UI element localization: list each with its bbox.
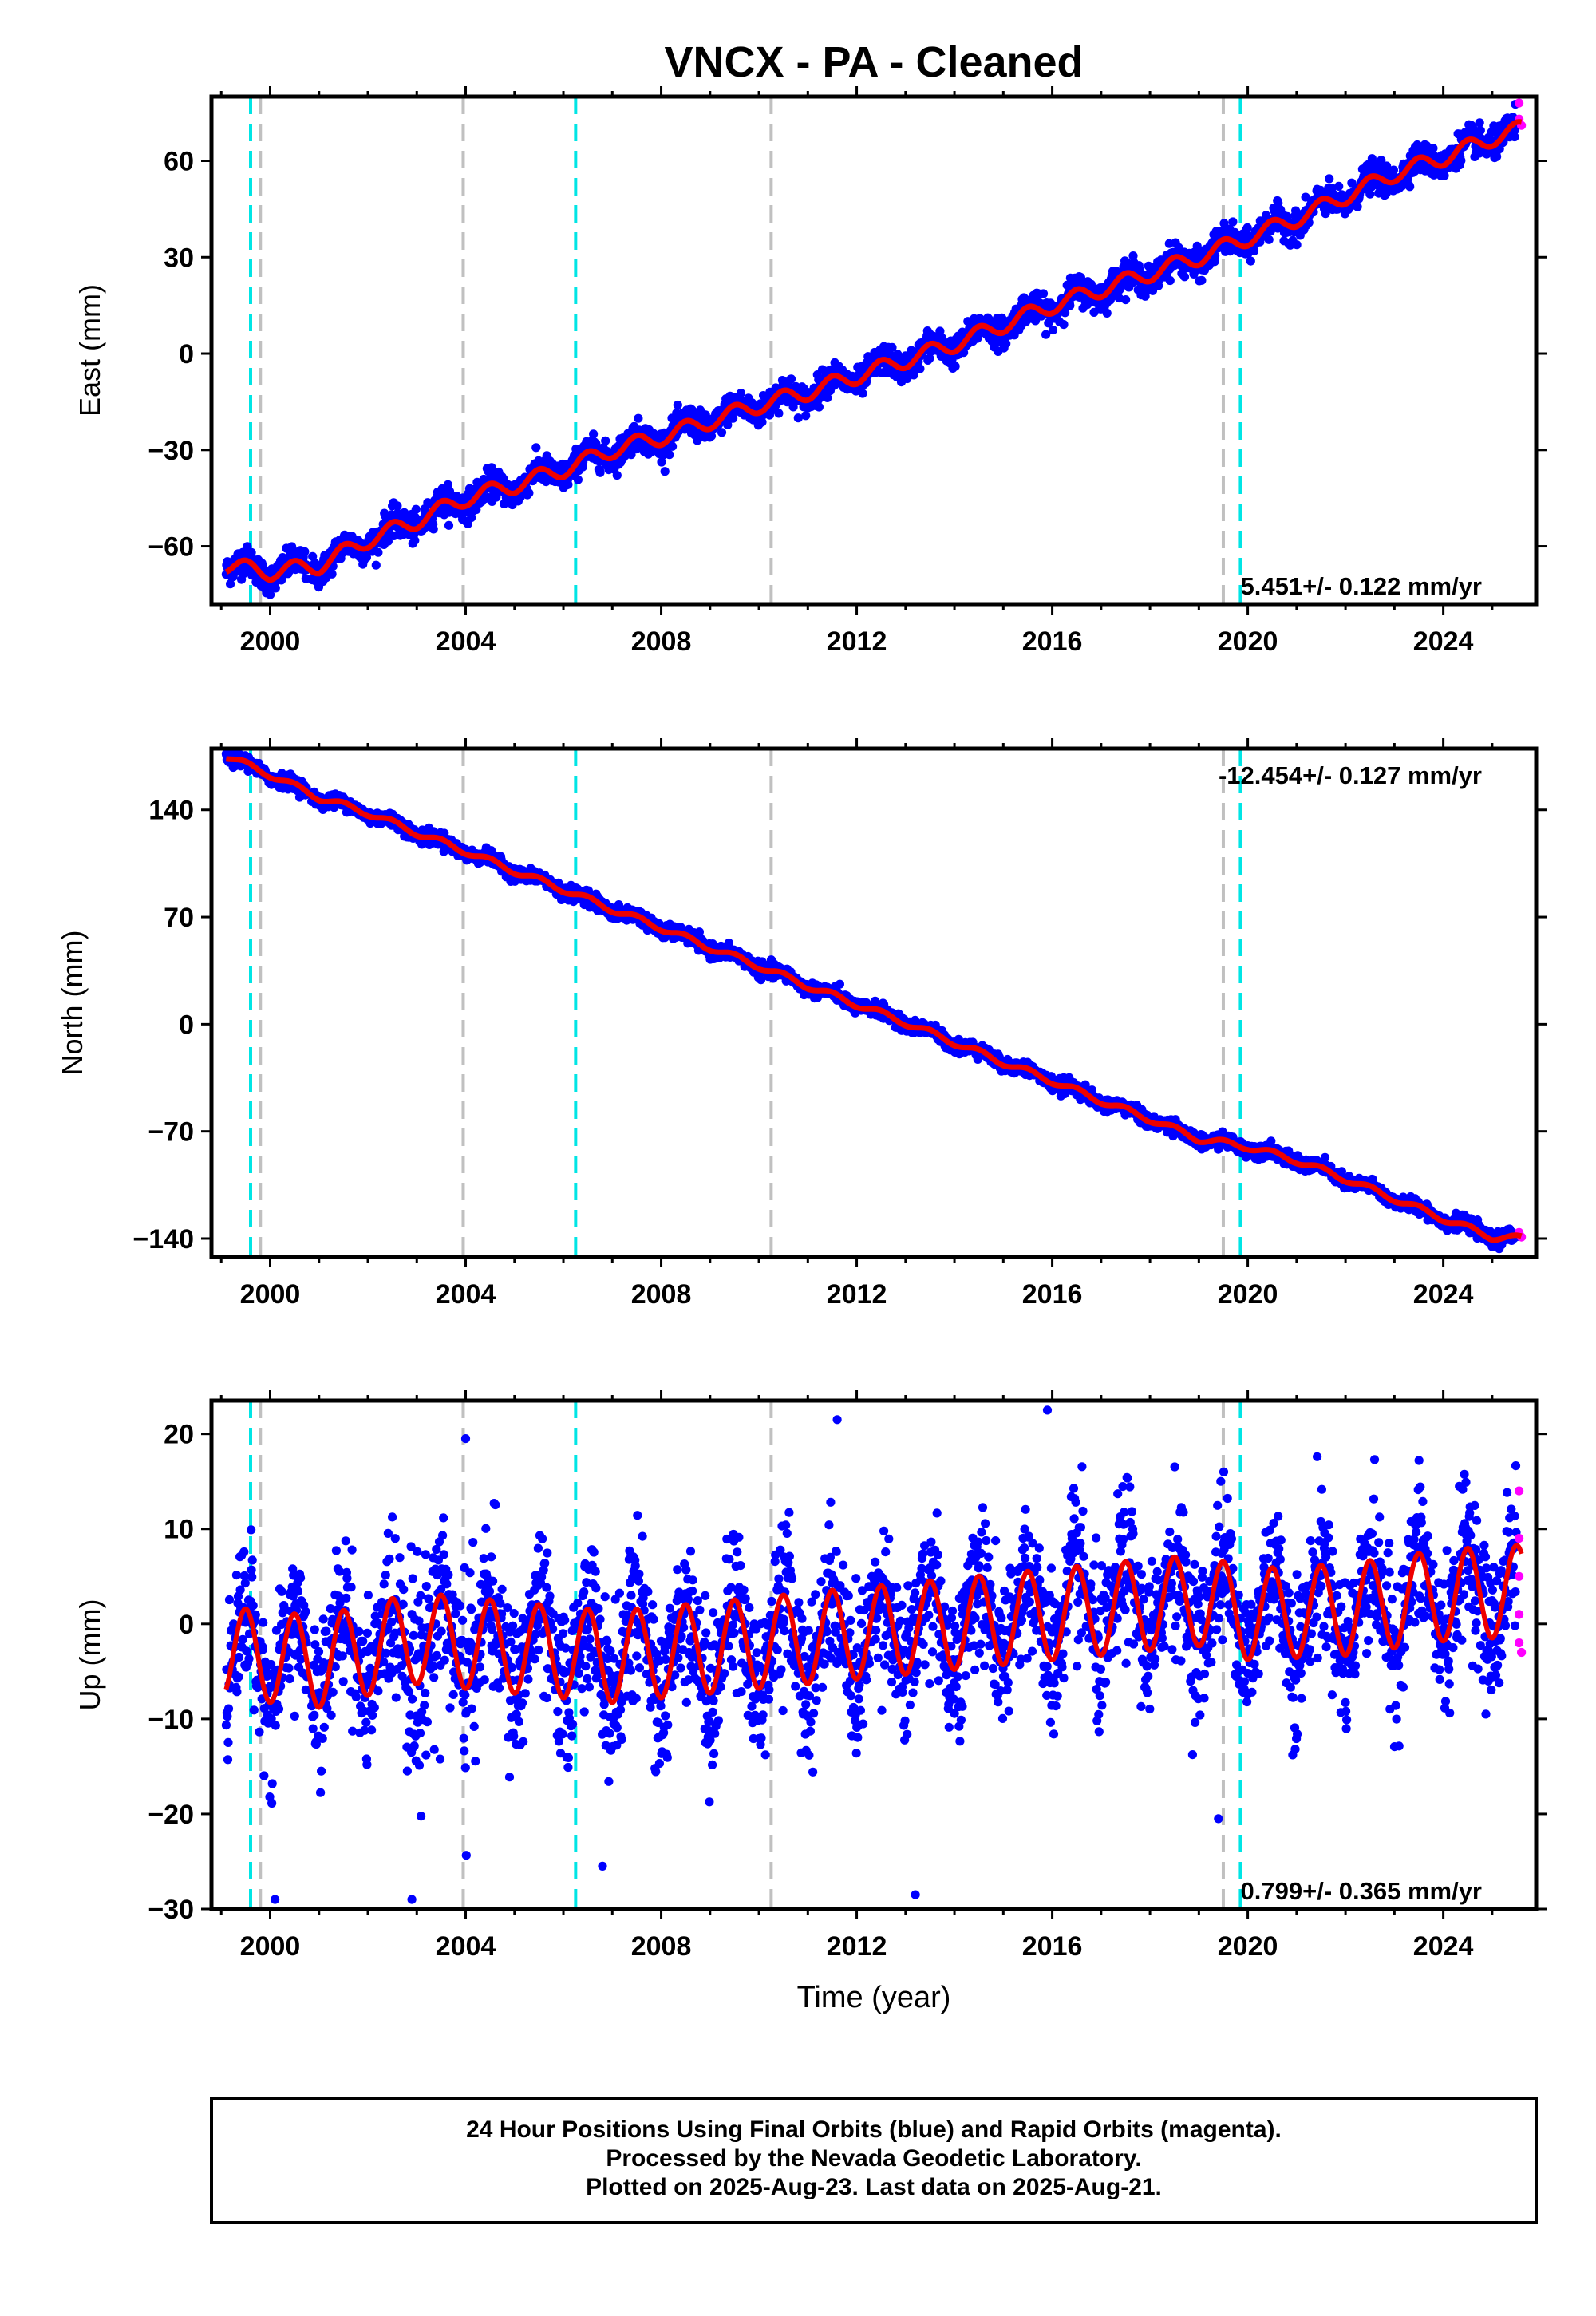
- data-point-east: [665, 450, 674, 460]
- data-point-east: [1179, 272, 1190, 282]
- data-point-east: [589, 429, 598, 439]
- data-point-east: [1048, 325, 1058, 335]
- data-point-east: [1102, 308, 1112, 318]
- data-point-east: [1121, 295, 1131, 305]
- data-point-east: [634, 413, 643, 423]
- data-point-east: [1264, 235, 1274, 244]
- data-point-east: [1292, 240, 1302, 250]
- data-point-north: [835, 979, 844, 989]
- data-point-east: [444, 520, 454, 530]
- rate-label-east: 5.451+/- 0.122 mm/yr: [1241, 572, 1482, 600]
- data-point-east: [858, 389, 867, 398]
- y-tick-label-east: −30: [148, 436, 194, 466]
- data-point-east: [300, 547, 310, 556]
- y-tick-label-east: 60: [164, 147, 194, 177]
- data-point-east: [492, 492, 501, 502]
- data-point-east: [563, 480, 573, 489]
- x-tick-label-east: 2016: [1022, 626, 1083, 657]
- data-point-east: [327, 569, 337, 579]
- data-point-east: [531, 443, 541, 453]
- data-point-east: [595, 468, 605, 477]
- data-point-east: [247, 547, 256, 557]
- data-point-east: [1325, 174, 1334, 184]
- data-point-east: [1242, 223, 1252, 232]
- data-point-east: [1475, 118, 1484, 128]
- data-point-east: [814, 402, 824, 412]
- data-point-east: [950, 362, 960, 371]
- y-tick-label-east: 30: [164, 243, 194, 273]
- x-tick-label-east: 2004: [436, 626, 496, 657]
- data-point-east: [736, 389, 746, 398]
- data-point-east: [1038, 289, 1049, 298]
- data-point-east: [1059, 320, 1069, 330]
- data-point-east: [915, 364, 925, 373]
- data-point-east: [1246, 256, 1255, 266]
- data-point-east: [1476, 125, 1485, 136]
- chart-title: VNCX - PA - Cleaned: [664, 38, 1083, 86]
- data-point-east: [383, 536, 393, 546]
- data-point-east: [774, 409, 784, 418]
- data-point-east: [1001, 339, 1011, 349]
- data-point-east: [429, 524, 438, 534]
- data-point-east: [1456, 156, 1466, 165]
- data-point-east: [410, 536, 420, 545]
- data-point-east: [1440, 171, 1449, 180]
- data-point-east: [601, 436, 610, 445]
- data-point-east: [1353, 202, 1362, 211]
- data-point-east: [226, 579, 235, 589]
- y-tick-label-east: −60: [148, 532, 194, 563]
- data-point-east: [361, 552, 371, 563]
- data-point-east: [443, 480, 453, 489]
- data-point-east: [411, 504, 421, 514]
- data-point-east: [524, 488, 534, 498]
- data-point-east: [393, 501, 402, 511]
- data-point-east: [673, 400, 682, 410]
- data-point-east: [660, 467, 670, 476]
- data-point-east: [786, 374, 796, 384]
- data-point-east: [1197, 275, 1207, 285]
- x-tick-label-east: 2012: [827, 626, 887, 657]
- x-tick-label-east: 2000: [240, 626, 301, 657]
- x-tick-label-east: 2024: [1413, 626, 1474, 657]
- data-point-east: [1334, 181, 1344, 191]
- data-point-east: [717, 428, 727, 437]
- data-point-east: [757, 417, 767, 427]
- data-point-east: [373, 547, 383, 557]
- data-point-east: [1165, 275, 1175, 286]
- data-point-east: [612, 471, 622, 480]
- data-point-east: [1405, 182, 1415, 192]
- y-axis-label-east: East (mm): [73, 284, 106, 417]
- rapid-orbit-point-east-0: [1515, 98, 1524, 108]
- data-point-east: [266, 590, 275, 599]
- data-point-east: [801, 411, 811, 421]
- data-point-east: [668, 441, 678, 451]
- data-point-east: [371, 560, 381, 570]
- data-point-east: [1365, 189, 1375, 199]
- data-point-east: [573, 475, 583, 484]
- x-tick-label-east: 2020: [1218, 626, 1278, 657]
- data-point-east: [1228, 217, 1238, 227]
- panel-east: −60 −30 0 30 60 2000 2004 2008 2012 2016 2020 2024 E…: [73, 86, 1547, 657]
- x-tick-label-east: 2008: [631, 626, 692, 657]
- data-point-east: [308, 551, 318, 561]
- data-point-east: [271, 583, 280, 593]
- y-tick-label-east: 0: [179, 339, 194, 370]
